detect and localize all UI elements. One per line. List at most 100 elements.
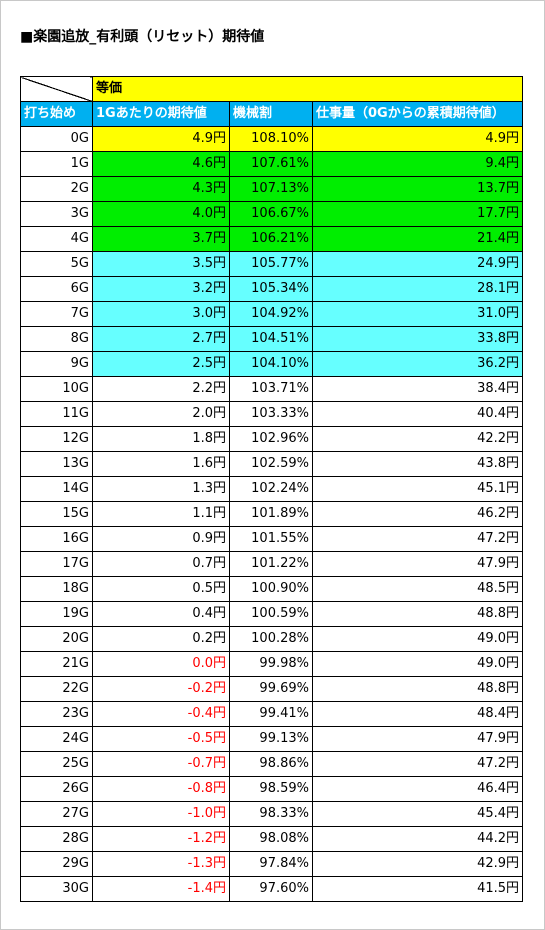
- payout-rate-cell: 104.10%: [229, 351, 313, 377]
- header-per-game-ev: 1Gあたりの期待値: [92, 101, 230, 127]
- per-game-ev-cell: 1.6円: [92, 451, 230, 477]
- per-game-ev-cell: -1.2円: [92, 826, 230, 852]
- cumulative-ev-cell: 43.8円: [311, 451, 524, 477]
- start-game-cell: 8G: [20, 326, 93, 352]
- cumulative-ev-cell: 49.0円: [311, 626, 524, 652]
- start-game-cell: 28G: [20, 826, 93, 852]
- start-game-cell: 26G: [20, 776, 93, 802]
- column-header-row: 打ち始め 1Gあたりの期待値 機械割 仕事量（0Gからの累積期待値）: [20, 101, 524, 127]
- table-row: 25G -0.7円 98.86% 47.2円: [20, 751, 524, 777]
- cumulative-ev-cell: 42.2円: [311, 426, 524, 452]
- table-row: 29G -1.3円 97.84% 42.9円: [20, 851, 524, 877]
- payout-rate-cell: 104.51%: [229, 326, 313, 352]
- cumulative-ev-cell: 48.4円: [311, 701, 524, 727]
- table-row: 22G -0.2円 99.69% 48.8円: [20, 676, 524, 702]
- cumulative-ev-cell: 45.4円: [311, 801, 524, 827]
- table-row: 9G 2.5円 104.10% 36.2円: [20, 351, 524, 377]
- cumulative-ev-cell: 24.9円: [311, 251, 524, 277]
- start-game-cell: 6G: [20, 276, 93, 302]
- start-game-cell: 17G: [20, 551, 93, 577]
- header-start-game: 打ち始め: [20, 101, 93, 127]
- per-game-ev-cell: 0.7円: [92, 551, 230, 577]
- header-payout-rate: 機械割: [229, 101, 313, 127]
- payout-rate-cell: 97.60%: [229, 876, 313, 902]
- per-game-ev-cell: -1.0円: [92, 801, 230, 827]
- start-game-cell: 15G: [20, 501, 93, 527]
- per-game-ev-cell: 2.0円: [92, 401, 230, 427]
- cumulative-ev-cell: 48.8円: [311, 676, 524, 702]
- start-game-cell: 5G: [20, 251, 93, 277]
- group-header-row: 等価: [20, 76, 524, 102]
- cumulative-ev-cell: 4.9円: [311, 126, 524, 152]
- table-row: 27G -1.0円 98.33% 45.4円: [20, 801, 524, 827]
- cumulative-ev-cell: 45.1円: [311, 476, 524, 502]
- payout-rate-cell: 99.13%: [229, 726, 313, 752]
- payout-rate-cell: 107.61%: [229, 151, 313, 177]
- table-row: 17G 0.7円 101.22% 47.9円: [20, 551, 524, 577]
- cumulative-ev-cell: 47.2円: [311, 526, 524, 552]
- table-row: 11G 2.0円 103.33% 40.4円: [20, 401, 524, 427]
- payout-rate-cell: 98.08%: [229, 826, 313, 852]
- cumulative-ev-cell: 31.0円: [311, 301, 524, 327]
- payout-rate-cell: 103.71%: [229, 376, 313, 402]
- per-game-ev-cell: 1.8円: [92, 426, 230, 452]
- per-game-ev-cell: -0.5円: [92, 726, 230, 752]
- payout-rate-cell: 99.98%: [229, 651, 313, 677]
- start-game-cell: 12G: [20, 426, 93, 452]
- start-game-cell: 4G: [20, 226, 93, 252]
- per-game-ev-cell: -0.8円: [92, 776, 230, 802]
- table-row: 13G 1.6円 102.59% 43.8円: [20, 451, 524, 477]
- payout-rate-cell: 100.28%: [229, 626, 313, 652]
- cumulative-ev-cell: 47.9円: [311, 726, 524, 752]
- start-game-cell: 20G: [20, 626, 93, 652]
- table-row: 1G 4.6円 107.61% 9.4円: [20, 151, 524, 177]
- cumulative-ev-cell: 21.4円: [311, 226, 524, 252]
- table-row: 24G -0.5円 99.13% 47.9円: [20, 726, 524, 752]
- payout-rate-cell: 105.77%: [229, 251, 313, 277]
- start-game-cell: 2G: [20, 176, 93, 202]
- payout-rate-cell: 106.67%: [229, 201, 313, 227]
- payout-rate-cell: 99.69%: [229, 676, 313, 702]
- cumulative-ev-cell: 46.2円: [311, 501, 524, 527]
- payout-rate-cell: 104.92%: [229, 301, 313, 327]
- diagonal-corner-cell: [20, 76, 93, 102]
- per-game-ev-cell: 2.2円: [92, 376, 230, 402]
- table-row: 30G -1.4円 97.60% 41.5円: [20, 876, 524, 902]
- start-game-cell: 11G: [20, 401, 93, 427]
- payout-rate-cell: 99.41%: [229, 701, 313, 727]
- table-row: 3G 4.0円 106.67% 17.7円: [20, 201, 524, 227]
- start-game-cell: 3G: [20, 201, 93, 227]
- cumulative-ev-cell: 9.4円: [311, 151, 524, 177]
- start-game-cell: 23G: [20, 701, 93, 727]
- cumulative-ev-cell: 33.8円: [311, 326, 524, 352]
- table-row: 2G 4.3円 107.13% 13.7円: [20, 176, 524, 202]
- per-game-ev-cell: 3.5円: [92, 251, 230, 277]
- per-game-ev-cell: 1.1円: [92, 501, 230, 527]
- start-game-cell: 16G: [20, 526, 93, 552]
- per-game-ev-cell: -1.3円: [92, 851, 230, 877]
- payout-rate-cell: 101.22%: [229, 551, 313, 577]
- cumulative-ev-cell: 44.2円: [311, 826, 524, 852]
- cumulative-ev-cell: 17.7円: [311, 201, 524, 227]
- start-game-cell: 10G: [20, 376, 93, 402]
- payout-rate-cell: 103.33%: [229, 401, 313, 427]
- payout-rate-cell: 100.90%: [229, 576, 313, 602]
- payout-rate-cell: 106.21%: [229, 226, 313, 252]
- group-header-equal-rate: 等価: [91, 76, 524, 102]
- start-game-cell: 13G: [20, 451, 93, 477]
- payout-rate-cell: 107.13%: [229, 176, 313, 202]
- per-game-ev-cell: 0.4円: [92, 601, 230, 627]
- start-game-cell: 21G: [20, 651, 93, 677]
- expected-value-table: 等価 打ち始め 1Gあたりの期待値 機械割 仕事量（0Gからの累積期待値） 0G…: [20, 76, 524, 902]
- per-game-ev-cell: 0.2円: [92, 626, 230, 652]
- start-game-cell: 18G: [20, 576, 93, 602]
- table-row: 19G 0.4円 100.59% 48.8円: [20, 601, 524, 627]
- cumulative-ev-cell: 42.9円: [311, 851, 524, 877]
- per-game-ev-cell: 1.3円: [92, 476, 230, 502]
- table-row: 4G 3.7円 106.21% 21.4円: [20, 226, 524, 252]
- start-game-cell: 1G: [20, 151, 93, 177]
- payout-rate-cell: 101.89%: [229, 501, 313, 527]
- start-game-cell: 7G: [20, 301, 93, 327]
- start-game-cell: 25G: [20, 751, 93, 777]
- table-row: 5G 3.5円 105.77% 24.9円: [20, 251, 524, 277]
